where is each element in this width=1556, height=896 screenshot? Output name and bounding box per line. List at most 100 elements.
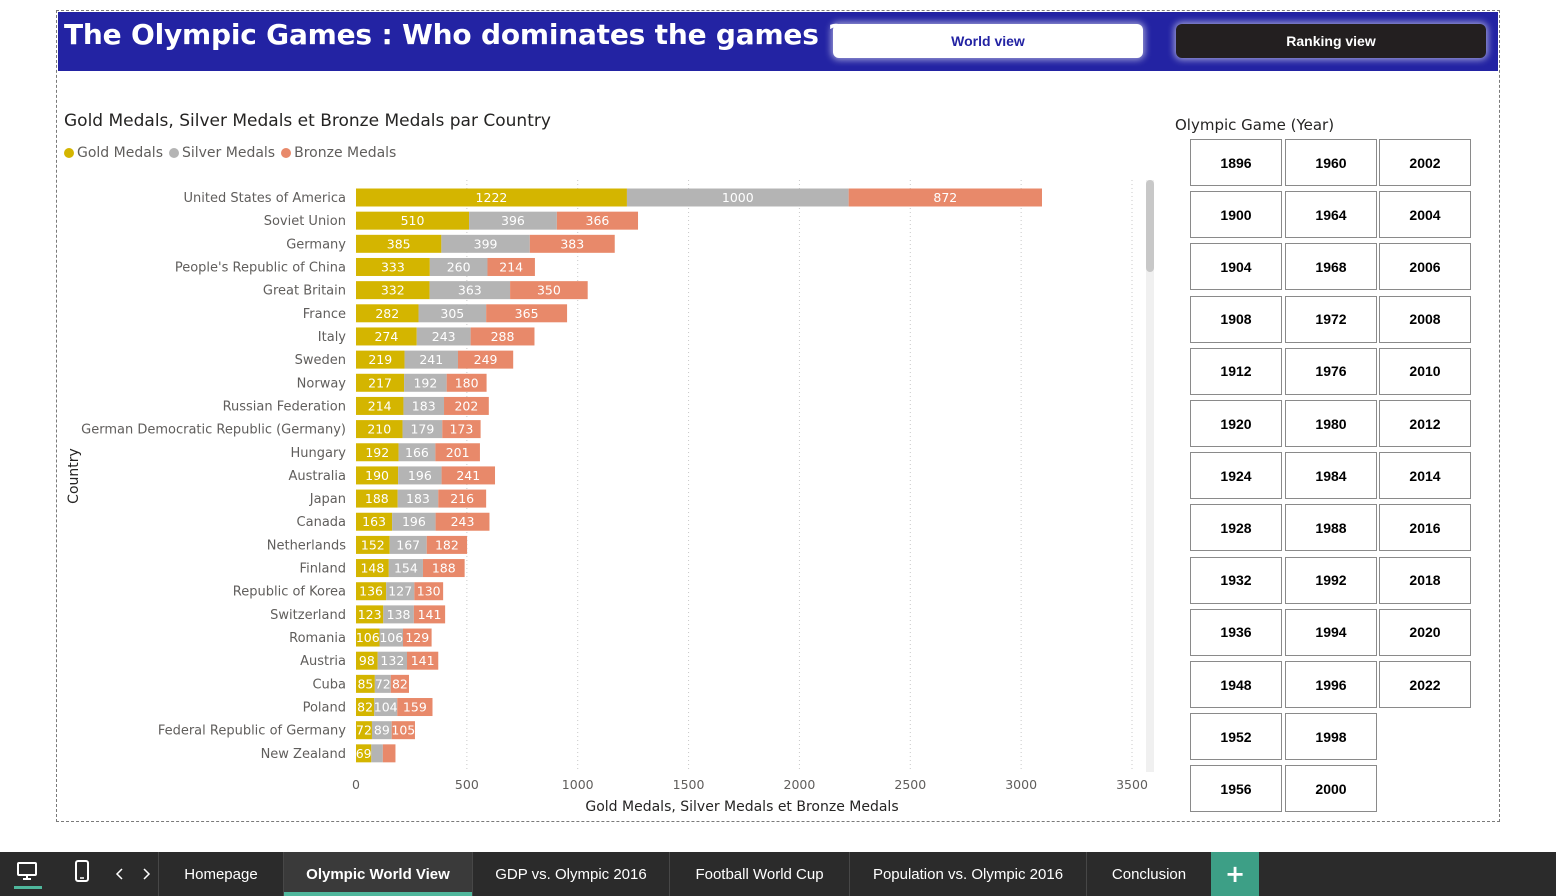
- ranking-view-button[interactable]: Ranking view: [1176, 24, 1486, 58]
- year-tile-1932[interactable]: 1932: [1190, 556, 1282, 604]
- year-tile-1964[interactable]: 1964: [1285, 191, 1377, 239]
- bar-segment-bronze: [444, 396, 489, 415]
- bar-segment-silver: [389, 535, 427, 554]
- category-label: Italy: [318, 330, 347, 345]
- year-tile-2014[interactable]: 2014: [1379, 452, 1471, 500]
- bar-segment-bronze: [391, 721, 415, 740]
- category-label: Austria: [300, 654, 346, 669]
- year-tile-2012[interactable]: 2012: [1379, 400, 1471, 447]
- bar-segment-silver: [386, 582, 415, 601]
- legend-gold-dot-icon: [64, 148, 74, 158]
- chart-scrollbar-thumb[interactable]: [1146, 180, 1154, 272]
- bar-segment-gold: [356, 698, 375, 717]
- page-tab-olympic-world-view[interactable]: Olympic World View: [283, 852, 472, 896]
- data-label: 105: [391, 723, 415, 738]
- year-tile-1960[interactable]: 1960: [1285, 139, 1377, 186]
- year-tile-2020[interactable]: 2020: [1379, 608, 1471, 656]
- year-tile-1968[interactable]: 1968: [1285, 243, 1377, 291]
- year-tile-1920[interactable]: 1920: [1190, 400, 1282, 447]
- page-tab-population-vs-olympic-2016[interactable]: Population vs. Olympic 2016: [849, 852, 1086, 896]
- add-page-button[interactable]: +: [1211, 852, 1259, 896]
- medals-bar-chart: 0 500 1000 1500 2000 2500 3000 3500 Gold Medals,…: [66, 180, 1148, 815]
- year-tile-1904[interactable]: 1904: [1190, 243, 1282, 291]
- year-tile-1988[interactable]: 1988: [1285, 504, 1377, 552]
- bar-segment-bronze: [486, 304, 568, 323]
- data-label: 365: [515, 306, 539, 321]
- legend-item-bronze[interactable]: Bronze Medals: [281, 145, 396, 161]
- year-tile-2002[interactable]: 2002: [1379, 139, 1471, 186]
- category-label: New Zealand: [261, 747, 346, 762]
- data-label: 69: [356, 746, 372, 761]
- category-label: Russian Federation: [223, 399, 346, 414]
- bar-segment-bronze: [848, 188, 1042, 207]
- page-tab-conclusion[interactable]: Conclusion: [1086, 852, 1211, 896]
- x-tick-label: 3500: [1116, 777, 1148, 792]
- category-label: France: [303, 307, 346, 322]
- year-tile-1896[interactable]: 1896: [1190, 139, 1282, 186]
- data-label: 192: [365, 445, 389, 460]
- data-label: 141: [418, 607, 442, 622]
- data-label: 85: [357, 676, 373, 691]
- year-tile-2018[interactable]: 2018: [1379, 556, 1471, 604]
- bar-segment-bronze: [406, 651, 439, 670]
- year-tile-1996[interactable]: 1996: [1285, 661, 1377, 708]
- year-tile-1972[interactable]: 1972: [1285, 295, 1377, 343]
- chart-scrollbar-track[interactable]: [1146, 180, 1154, 772]
- legend-item-gold[interactable]: Gold Medals: [64, 145, 163, 161]
- year-tile-2022[interactable]: 2022: [1379, 661, 1471, 708]
- bar-segment-gold: [356, 327, 417, 346]
- year-tile-1912[interactable]: 1912: [1190, 347, 1282, 395]
- year-tile-1980[interactable]: 1980: [1285, 400, 1377, 447]
- year-tile-1956[interactable]: 1956: [1190, 765, 1282, 813]
- bar-segment-gold: [356, 188, 627, 207]
- year-tile-2004[interactable]: 2004: [1379, 191, 1471, 239]
- bar-segment-bronze: [446, 373, 487, 392]
- page-tab-homepage[interactable]: Homepage: [158, 852, 283, 896]
- bar-segment-silver: [469, 211, 557, 230]
- year-tile-1952[interactable]: 1952: [1190, 713, 1282, 761]
- year-tile-1994[interactable]: 1994: [1285, 608, 1377, 656]
- bar-segment-bronze: [529, 234, 615, 253]
- data-label: 385: [387, 236, 411, 251]
- data-label: 82: [357, 700, 373, 715]
- category-label: German Democratic Republic (Germany): [81, 423, 346, 438]
- world-view-button[interactable]: World view: [833, 24, 1143, 58]
- bar-segment-gold: [356, 304, 419, 323]
- year-tile-1948[interactable]: 1948: [1190, 661, 1282, 708]
- year-tile-1936[interactable]: 1936: [1190, 608, 1282, 656]
- mobile-layout-icon[interactable]: [72, 860, 92, 888]
- page-tab-label: Olympic World View: [306, 865, 450, 883]
- year-tile-1900[interactable]: 1900: [1190, 191, 1282, 239]
- data-label: 152: [361, 537, 385, 552]
- bar-segment-gold: [356, 281, 430, 300]
- year-tile-2010[interactable]: 2010: [1379, 347, 1471, 395]
- legend-gold-label: Gold Medals: [77, 145, 163, 161]
- data-label: 159: [403, 700, 427, 715]
- data-label: 183: [412, 398, 436, 413]
- page-tab-gdp-vs-olympic-2016[interactable]: GDP vs. Olympic 2016: [472, 852, 669, 896]
- year-tile-1924[interactable]: 1924: [1190, 452, 1282, 500]
- page-tab-football-world-cup[interactable]: Football World Cup: [669, 852, 849, 896]
- year-tile-1992[interactable]: 1992: [1285, 556, 1377, 604]
- year-tile-2016[interactable]: 2016: [1379, 504, 1471, 552]
- next-page-icon[interactable]: [140, 866, 152, 885]
- year-tile-1928[interactable]: 1928: [1190, 504, 1282, 552]
- category-label: Sweden: [295, 353, 346, 368]
- legend-item-silver[interactable]: Silver Medals: [168, 145, 275, 161]
- desktop-layout-icon[interactable]: [16, 860, 38, 886]
- year-tile-2000[interactable]: 2000: [1285, 765, 1377, 813]
- category-label: Hungary: [290, 446, 346, 461]
- previous-page-icon[interactable]: [114, 866, 126, 885]
- year-tile-1976[interactable]: 1976: [1285, 347, 1377, 395]
- year-tile-1998[interactable]: 1998: [1285, 713, 1377, 761]
- year-tile-2008[interactable]: 2008: [1379, 295, 1471, 343]
- data-label: 872: [933, 190, 957, 205]
- category-label: Netherlands: [267, 538, 346, 553]
- data-label: 399: [474, 236, 498, 251]
- category-label: Canada: [297, 515, 346, 530]
- year-tile-1908[interactable]: 1908: [1190, 295, 1282, 343]
- year-tile-1984[interactable]: 1984: [1285, 452, 1377, 500]
- page-tab-label: Population vs. Olympic 2016: [872, 865, 1064, 883]
- bar-segment-silver: [392, 512, 436, 531]
- year-tile-2006[interactable]: 2006: [1379, 243, 1471, 291]
